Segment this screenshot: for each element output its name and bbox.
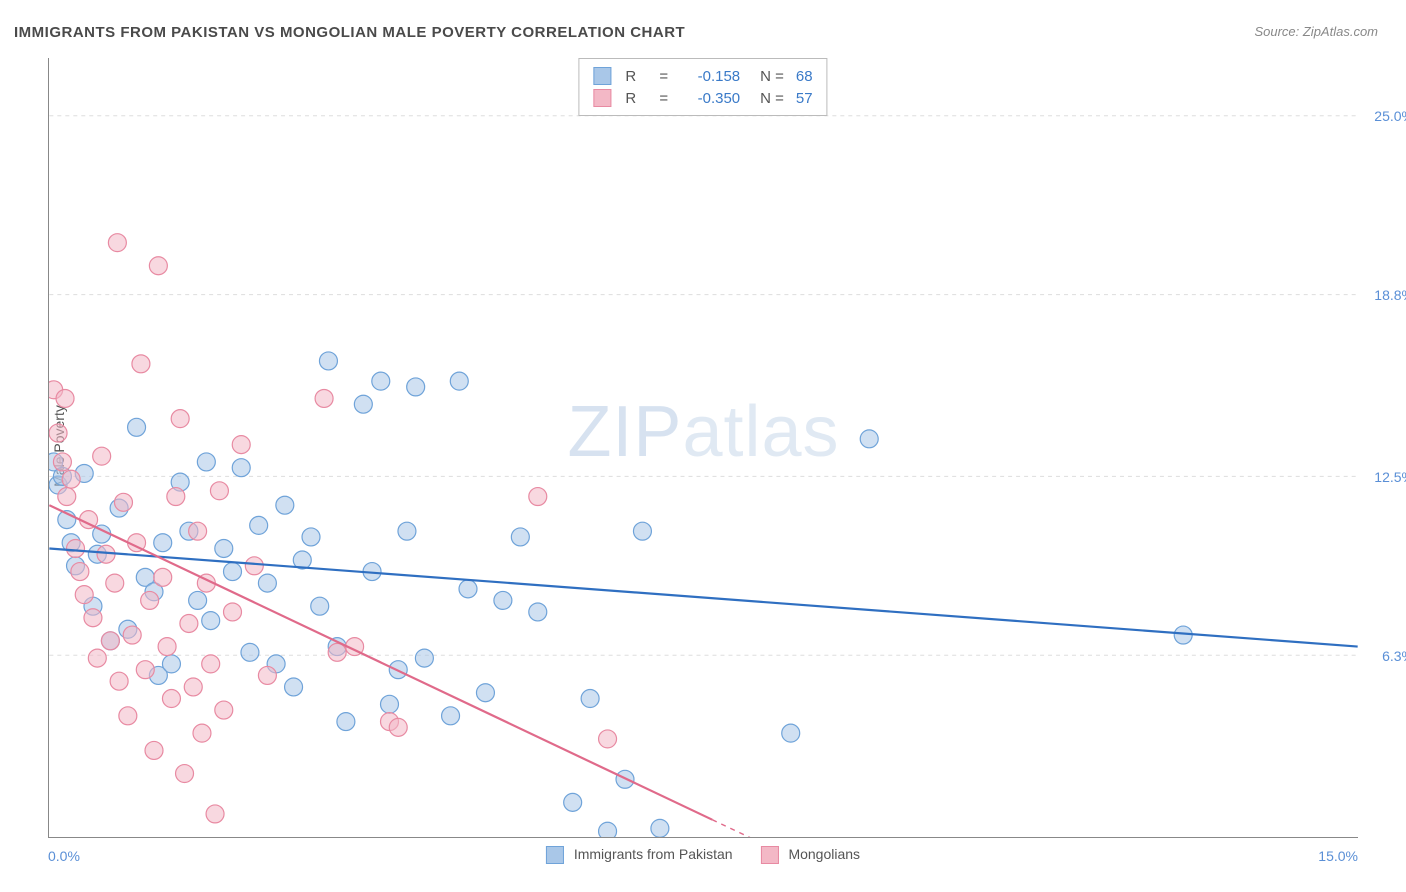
legend-row-series-1: R = -0.158 N = 68 — [593, 65, 812, 87]
chart-source: Source: ZipAtlas.com — [1254, 24, 1378, 39]
legend-swatch-pink — [593, 89, 611, 107]
legend-row-series-2: R = -0.350 N = 57 — [593, 87, 812, 109]
y-tick-label: 6.3% — [1382, 648, 1406, 664]
x-axis-legend: Immigrants from Pakistan Mongolians — [546, 846, 860, 864]
r-value-1: -0.158 — [676, 68, 740, 85]
legend-swatch-blue-icon — [546, 846, 564, 864]
y-tick-label: 18.8% — [1374, 287, 1406, 303]
n-value-2: 57 — [796, 90, 813, 107]
n-value-1: 68 — [796, 68, 813, 85]
y-tick-label: 12.5% — [1374, 469, 1406, 485]
legend-swatch-blue — [593, 67, 611, 85]
legend-item-pakistan: Immigrants from Pakistan — [546, 846, 733, 864]
x-tick-max: 15.0% — [1318, 848, 1358, 864]
scatter-svg — [49, 58, 1358, 837]
legend-swatch-pink-icon — [761, 846, 779, 864]
r-value-2: -0.350 — [676, 90, 740, 107]
correlation-legend: R = -0.158 N = 68 R = -0.350 N = 57 — [578, 58, 827, 116]
correlation-chart: IMMIGRANTS FROM PAKISTAN VS MONGOLIAN MA… — [0, 0, 1406, 892]
r-label: R — [625, 68, 651, 85]
plot-area: ZIPatlas 25.0%18.8%12.5%6.3% — [48, 58, 1358, 838]
chart-title: IMMIGRANTS FROM PAKISTAN VS MONGOLIAN MA… — [14, 24, 685, 41]
n-label: N = — [760, 68, 784, 85]
y-tick-label: 25.0% — [1374, 108, 1406, 124]
legend-item-mongolians: Mongolians — [761, 846, 861, 864]
x-tick-min: 0.0% — [48, 848, 80, 864]
